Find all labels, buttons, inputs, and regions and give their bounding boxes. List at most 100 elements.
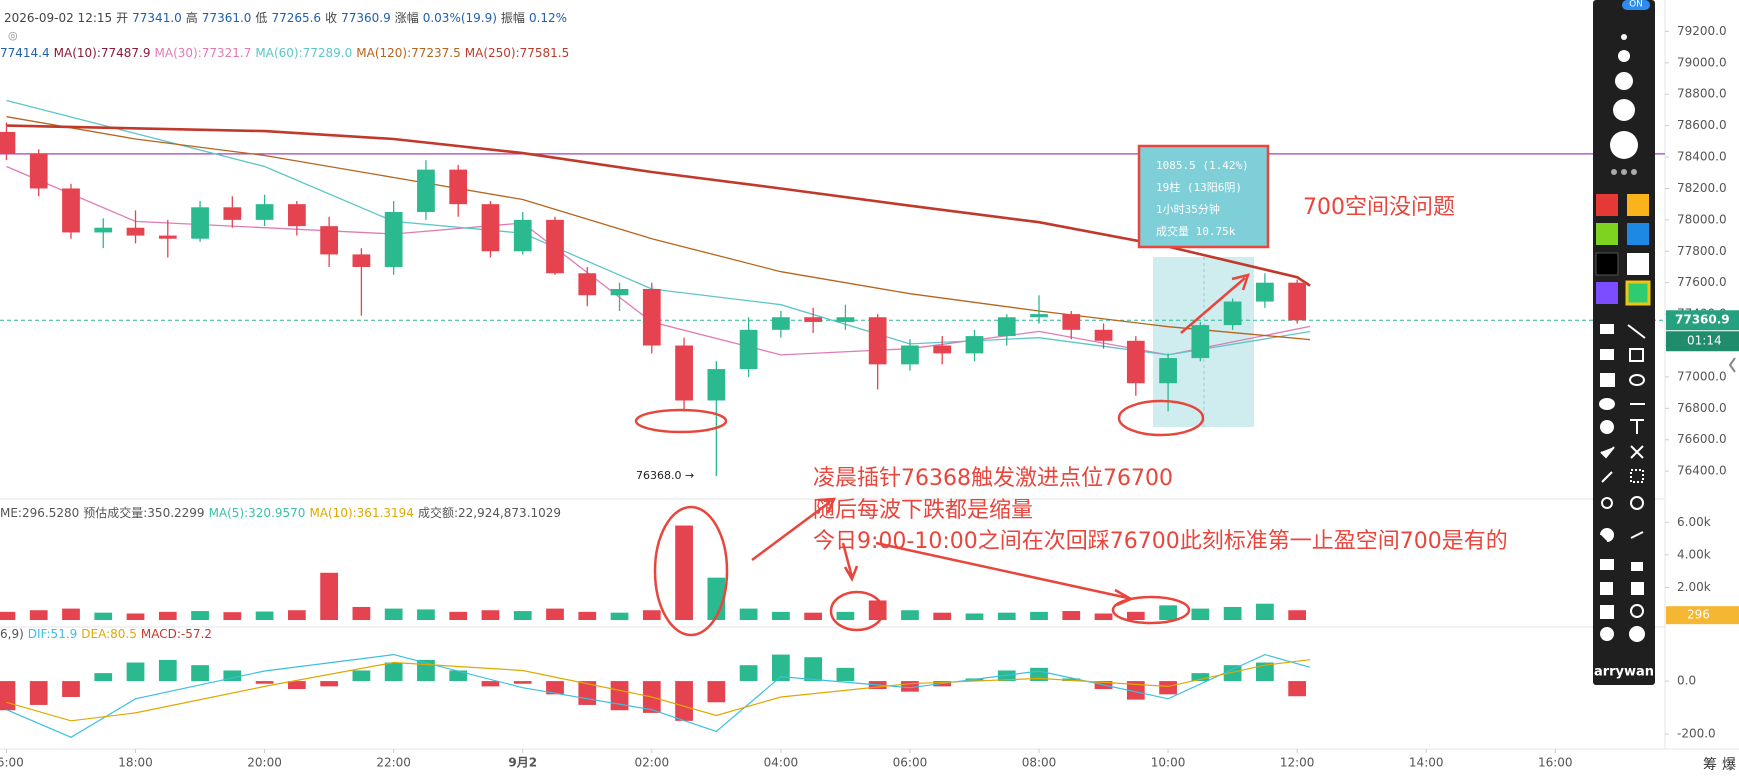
annotations [634, 273, 1250, 637]
candle-body [223, 207, 242, 220]
macd-bar [901, 681, 919, 692]
measure-text: 1085.5 (1.42%) [1156, 159, 1249, 172]
macd-bar [675, 681, 693, 721]
price-box [1666, 310, 1739, 331]
ma-legend: 77414.4 MA(10):77487.9 MA(30):77321.7 MA(60… [0, 46, 573, 60]
volume-bar [1094, 613, 1113, 620]
candle-body [1159, 358, 1177, 384]
macd-bar [1191, 673, 1210, 682]
legend-entry: 预估成交量:350.2299 [83, 506, 205, 520]
candle-body [1223, 301, 1242, 326]
candle-body [1030, 314, 1048, 318]
header-label: 低 [255, 11, 268, 25]
volume-bar [449, 611, 468, 620]
macd-bar [352, 670, 371, 682]
header-value: 77265.6 [271, 11, 322, 25]
y-tick-label: 4.00k [1677, 547, 1711, 561]
annotation: 今日9:00-10:00之间在次回踩76700此刻标准第一止盈空间700是有的 [813, 529, 1508, 554]
candle-body [255, 204, 274, 220]
macd-bar [1256, 662, 1274, 682]
price-label: 77360.9 [1675, 313, 1730, 327]
volume-bar [642, 610, 661, 620]
legend-entry: 6,9) [0, 627, 24, 641]
macd-bar [1223, 665, 1242, 682]
macd-bar [0, 681, 16, 711]
volume-bar [578, 611, 597, 620]
volume-bar [1256, 603, 1274, 620]
candle-body [578, 273, 597, 296]
candle-body [804, 317, 823, 322]
legend-entry: MA(250):77581.5 [464, 46, 570, 60]
macd-bar [771, 654, 790, 682]
volume-bar [1126, 611, 1145, 620]
volume-bar [933, 612, 952, 620]
y-tick-label: 78000.0 [1677, 212, 1727, 226]
volume-bar [901, 610, 919, 620]
measure-box [1137, 144, 1270, 249]
candle-body [417, 169, 435, 213]
macd-bar [1159, 681, 1177, 695]
volume-bar [836, 611, 855, 620]
y-tick-label: 6.00k [1677, 515, 1711, 529]
candle-body [546, 219, 564, 274]
candle-body [1256, 282, 1274, 302]
volume-bar [1159, 605, 1177, 620]
macd-bar [223, 670, 242, 682]
candle-body [1288, 282, 1307, 321]
x-tick-label: 16:00 [1538, 756, 1573, 770]
toggle[interactable]: ON [1629, 0, 1643, 10]
macd-bar [320, 681, 339, 687]
candle-body [739, 329, 758, 370]
volume-bar [255, 611, 274, 620]
legend-entry: 成交额:22,924,873.1029 [417, 506, 562, 520]
candle-body [901, 345, 919, 365]
macd-bar [836, 667, 855, 682]
header-label: 高 [185, 11, 198, 25]
corner-label[interactable]: 筹 [1703, 756, 1717, 773]
macd-bar [546, 681, 564, 695]
x-tick-label: 06:00 [893, 756, 928, 770]
volume-bar [1288, 610, 1307, 620]
volume-bar [739, 608, 758, 620]
candle-body [771, 317, 790, 330]
measure-text: 成交量 10.75k [1156, 224, 1236, 238]
x-tick-label: 12:00 [1280, 756, 1315, 770]
volume-bar [481, 610, 500, 620]
volume-bar [287, 610, 306, 620]
volume-bar [513, 611, 532, 620]
volume-bar [610, 612, 629, 620]
low-pin: 76368.0 → [636, 469, 694, 482]
volume-bar [384, 608, 403, 620]
measure-text: 19柱 (13阳6阴) [1156, 180, 1242, 194]
x-tick-label: 20:00 [247, 756, 282, 770]
y-tick-label: 78600.0 [1677, 118, 1727, 132]
volume-bar [417, 609, 435, 620]
y-tick-label: 78400.0 [1677, 150, 1727, 164]
candle-body [352, 254, 371, 267]
macd-bar [997, 670, 1016, 682]
y-tick-label: 76800.0 [1677, 401, 1727, 415]
candle-body [675, 345, 693, 401]
corner-label[interactable]: 爆 [1722, 757, 1736, 773]
header-label: 振幅 [500, 11, 525, 25]
eye-icon: ◎ [8, 29, 18, 42]
candle-body [94, 227, 113, 233]
macd-bar [449, 670, 468, 682]
y-tick-label: 2.00k [1677, 580, 1711, 594]
candle-body [320, 226, 339, 255]
volume-bar [158, 611, 177, 620]
macd-bar [804, 657, 823, 682]
volume-bar [29, 610, 48, 620]
y-tick-label: 77000.0 [1677, 369, 1727, 383]
x-tick-label: 9月2 [508, 756, 537, 770]
volume-marker-label: 296 [1687, 608, 1710, 622]
y-tick-label: 78800.0 [1677, 87, 1727, 101]
macd-bar [1062, 678, 1081, 682]
macd-bar [707, 681, 726, 703]
collapse-handle[interactable] [1728, 357, 1736, 373]
legend-entry: MA(10):77487.9 [53, 46, 151, 60]
candle-body [868, 317, 887, 365]
candle-body [1062, 314, 1081, 330]
volume-bar [223, 612, 242, 620]
